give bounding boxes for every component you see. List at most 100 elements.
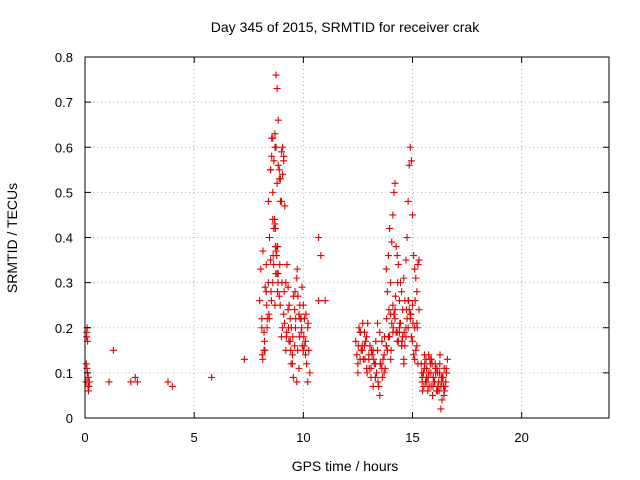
data-point: [393, 252, 401, 260]
data-point: [263, 324, 271, 332]
data-point: [414, 261, 422, 269]
data-point: [378, 373, 386, 381]
data-point: [412, 346, 420, 354]
data-point: [394, 261, 402, 269]
data-point: [267, 256, 275, 264]
data-point: [388, 319, 396, 327]
data-point: [279, 143, 287, 151]
data-point: [367, 346, 375, 354]
data-point: [267, 297, 275, 305]
data-point: [392, 243, 400, 251]
x-tick-label: 15: [405, 430, 419, 445]
data-point: [425, 351, 433, 359]
data-point: [412, 274, 420, 282]
data-point: [443, 369, 451, 377]
data-point: [281, 202, 289, 210]
data-point: [283, 328, 291, 336]
data-point: [291, 306, 299, 314]
data-point: [283, 261, 291, 269]
data-point: [271, 224, 279, 232]
grid-lines: [85, 57, 609, 418]
data-point: [263, 301, 271, 309]
data-point: [389, 324, 397, 332]
data-point: [355, 324, 363, 332]
data-point: [413, 324, 421, 332]
data-point: [275, 292, 283, 300]
data-point: [82, 360, 90, 368]
data-point: [425, 382, 433, 390]
y-tick-label: 0.3: [55, 276, 73, 291]
y-tick-label: 0.2: [55, 321, 73, 336]
data-point: [284, 283, 292, 291]
data-point: [315, 234, 323, 241]
data-point: [285, 301, 293, 309]
data-point: [403, 234, 411, 241]
data-point: [429, 373, 437, 381]
data-point: [291, 324, 299, 332]
data-point: [288, 351, 296, 359]
data-point: [400, 360, 408, 368]
data-point: [275, 166, 283, 174]
data-point: [443, 355, 451, 363]
data-point: [296, 301, 304, 309]
data-point: [84, 387, 92, 395]
data-point: [401, 297, 409, 305]
data-point: [404, 324, 412, 332]
data-point: [434, 382, 442, 390]
data-point: [168, 382, 176, 390]
data-point: [321, 297, 329, 305]
data-point: [361, 355, 369, 363]
data-point: [389, 301, 397, 309]
data-point: [388, 238, 396, 246]
data-point: [387, 279, 395, 287]
data-point: [409, 319, 417, 327]
data-point: [300, 342, 308, 350]
data-point: [415, 306, 423, 314]
data-point: [240, 355, 248, 363]
data-point: [284, 324, 292, 332]
data-point: [405, 161, 413, 169]
data-point: [304, 319, 312, 327]
data-point: [289, 373, 297, 381]
data-point: [274, 161, 282, 169]
data-point: [133, 378, 141, 386]
data-point: [315, 297, 323, 305]
data-point: [396, 279, 404, 287]
data-point: [260, 337, 268, 345]
data-point: [278, 148, 285, 156]
data-point: [374, 378, 382, 386]
data-point: [363, 369, 371, 377]
data-point: [409, 337, 416, 345]
data-point: [259, 247, 267, 255]
data-point: [407, 310, 415, 318]
x-tick-label: 10: [296, 430, 310, 445]
data-point: [295, 364, 303, 372]
axis-ticks: [84, 56, 609, 419]
data-point: [410, 351, 418, 359]
data-point: [261, 283, 269, 291]
data-point: [372, 369, 380, 377]
data-point: [407, 157, 415, 165]
data-point: [382, 265, 390, 273]
data-point: [427, 355, 435, 363]
data-point: [275, 175, 283, 183]
data-point: [274, 243, 282, 251]
data-point: [429, 391, 437, 399]
data-point: [369, 382, 377, 390]
data-point: [398, 288, 406, 296]
y-tick-label: 0: [66, 411, 73, 426]
data-point: [261, 346, 269, 354]
data-point: [302, 351, 310, 359]
data-point: [280, 288, 288, 296]
data-point: [274, 116, 282, 124]
data-point: [278, 324, 286, 332]
data-point: [105, 378, 113, 386]
data-point: [409, 301, 416, 309]
data-point: [272, 143, 280, 151]
data-point: [256, 297, 264, 305]
data-point: [380, 369, 388, 377]
data-point: [440, 387, 448, 395]
data-point: [419, 387, 427, 395]
y-tick-label: 0.6: [55, 140, 73, 155]
